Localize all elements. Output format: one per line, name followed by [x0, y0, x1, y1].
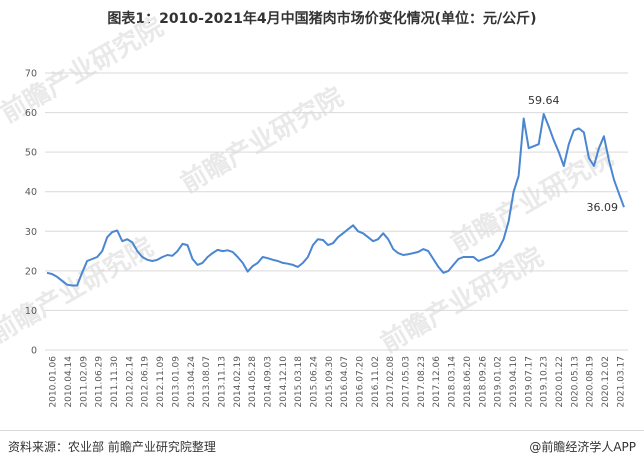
y-tick-label: 60 — [25, 108, 37, 119]
x-tick-label: 2020.01.22 — [555, 356, 565, 408]
x-tick-label: 2010.04.14 — [64, 356, 74, 408]
chart-title: 图表1：2010-2021年4月中国猪肉市场价变化情况(单位：元/公斤) — [107, 11, 537, 27]
x-tick-label: 2017.08.23 — [417, 356, 427, 408]
x-tick-label: 2018.06.20 — [463, 356, 473, 408]
x-tick-label: 2020.08.19 — [586, 356, 596, 408]
y-tick-label: 10 — [25, 306, 37, 317]
x-tick-label: 2014.09.03 — [263, 356, 273, 408]
data-label: 59.64 — [528, 94, 560, 107]
x-tick-label: 2014.02.19 — [233, 356, 243, 408]
x-tick-label: 2020.12.02 — [601, 356, 611, 408]
source-note: 资料来源：农业部 前瞻产业研究院整理 — [8, 440, 216, 454]
y-tick-label: 40 — [25, 187, 37, 198]
x-tick-label: 2012.11.09 — [156, 356, 166, 408]
line-chart: 0 10 20 30 40 50 60 70 2010.01.06 2010.04.14 2011.… — [25, 69, 628, 408]
x-tick-label: 2015.06.24 — [309, 356, 319, 408]
x-tick-label: 2019.04.10 — [509, 356, 519, 408]
x-tick-label: 2012.02.14 — [125, 356, 135, 408]
x-tick-label: 2019.01.02 — [494, 356, 504, 408]
x-tick-label: 2020.05.13 — [570, 356, 580, 408]
x-tick-label: 2019.07.17 — [524, 356, 534, 408]
x-tick-label: 2018.09.26 — [478, 356, 488, 408]
brand-label: @前瞻经济学人APP — [529, 440, 636, 454]
x-tick-label: 2013.11.13 — [217, 356, 227, 408]
x-tick-label: 2016.07.20 — [356, 356, 366, 408]
x-tick-label: 2021.03.17 — [616, 356, 626, 408]
x-tick-label: 2019.10.23 — [540, 356, 550, 408]
x-tick-label: 2013.08.07 — [202, 356, 212, 408]
x-tick-label: 2011.11.30 — [110, 356, 120, 408]
y-tick-label: 20 — [25, 266, 37, 277]
x-tick-label: 2010.01.06 — [49, 356, 59, 408]
x-tick-label: 2017.02.08 — [386, 356, 396, 408]
footer-divider — [0, 430, 644, 431]
x-tick-label: 2013.04.24 — [187, 356, 197, 408]
x-tick-label: 2015.03.18 — [294, 356, 304, 408]
x-tick-label: 2011.02.09 — [79, 356, 89, 408]
y-tick-label: 0 — [31, 346, 37, 357]
x-tick-label: 2014.12.10 — [279, 356, 289, 408]
y-tick-label: 30 — [25, 227, 37, 238]
series-line — [46, 113, 625, 287]
x-tick-label: 2017.12.06 — [432, 356, 442, 408]
y-tick-label: 70 — [25, 69, 37, 80]
x-tick-label: 2018.03.14 — [448, 356, 458, 408]
x-tick-label: 2016.04.07 — [340, 356, 350, 408]
x-tick-label: 2014.05.28 — [248, 356, 258, 408]
x-tick-label: 2011.06.29 — [95, 356, 105, 408]
x-tick-label: 2017.05.03 — [402, 356, 412, 408]
x-tick-label: 2015.09.30 — [325, 356, 335, 408]
x-tick-label: 2013.01.09 — [171, 356, 181, 408]
y-tick-label: 50 — [25, 148, 37, 159]
x-tick-label: 2012.06.19 — [141, 356, 151, 408]
x-tick-label: 2016.11.02 — [371, 356, 381, 408]
data-label: 36.09 — [587, 201, 619, 214]
